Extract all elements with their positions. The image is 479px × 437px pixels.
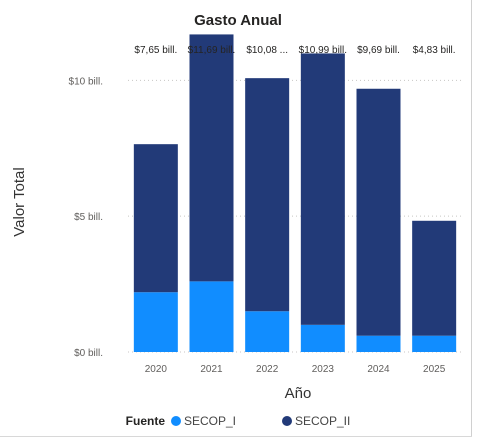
bar-secop-i-2023[interactable] (300, 324, 345, 352)
total-label-2022: $10,08 ... (246, 45, 288, 56)
x-axis-ticks: 2020 2021 2022 2023 2024 2025 (145, 364, 446, 375)
total-label-2025: $4,83 bill. (413, 45, 456, 56)
bar-secop-ii-2025[interactable] (412, 220, 457, 336)
x-tick-label: 2023 (312, 364, 335, 375)
legend-item-secop-ii[interactable]: SECOP_II (282, 414, 350, 428)
x-tick-label: 2025 (423, 364, 446, 375)
bar-secop-i-2024[interactable] (356, 335, 401, 352)
y-tick-label: $10 bill. (69, 76, 103, 87)
x-axis-title: Año (285, 385, 312, 402)
x-tick-label: 2022 (256, 364, 279, 375)
total-data-labels: $7,65 bill. $11,69 bill. $10,08 ... $10,99 … (134, 45, 455, 56)
bar-secop-i-2022[interactable] (245, 311, 290, 352)
legend-marker-secop-i (171, 416, 181, 426)
bar-secop-ii-2024[interactable] (356, 88, 401, 336)
y-tick-label: $5 bill. (74, 212, 103, 223)
y-tick-label: $0 bill. (74, 348, 103, 359)
x-tick-label: 2020 (145, 364, 168, 375)
bars (133, 34, 457, 352)
total-label-2020: $7,65 bill. (134, 45, 177, 56)
chart-title: Gasto Anual (194, 12, 282, 29)
gridlines (128, 79, 462, 353)
visual-right-border (471, 0, 472, 437)
bar-secop-i-2025[interactable] (412, 335, 457, 352)
y-axis-title: Valor Total (11, 167, 28, 237)
x-tick-label: 2024 (367, 364, 390, 375)
bar-secop-i-2020[interactable] (133, 292, 178, 352)
bar-secop-i-2021[interactable] (189, 281, 234, 352)
total-label-2021: $11,69 bill. (188, 45, 236, 56)
legend-label-secop-i: SECOP_I (184, 414, 236, 428)
legend: Fuente SECOP_I SECOP_II (126, 414, 351, 428)
total-label-2024: $9,69 bill. (357, 45, 400, 56)
bar-secop-ii-2020[interactable] (133, 144, 178, 293)
x-tick-label: 2021 (200, 364, 223, 375)
bar-secop-ii-2021[interactable] (189, 34, 234, 282)
legend-marker-secop-ii (282, 416, 292, 426)
bar-secop-ii-2023[interactable] (300, 53, 345, 325)
legend-title: Fuente (126, 414, 166, 428)
legend-label-secop-ii: SECOP_II (295, 414, 350, 428)
legend-item-secop-i[interactable]: SECOP_I (171, 414, 236, 428)
bar-secop-ii-2022[interactable] (245, 78, 290, 312)
total-label-2023: $10,99 bill. (299, 45, 347, 56)
y-axis-ticks: $0 bill. $5 bill. $10 bill. (69, 76, 103, 359)
